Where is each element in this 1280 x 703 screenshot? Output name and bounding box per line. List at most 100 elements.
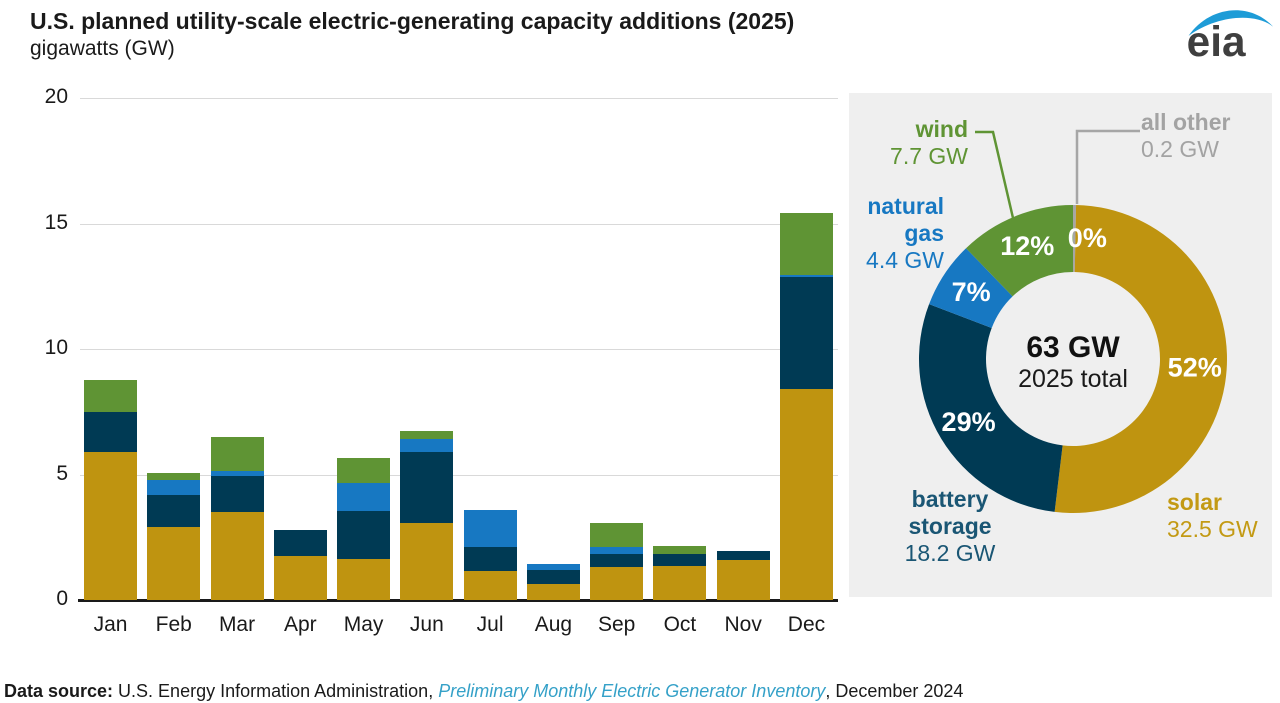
bar-segment-feb-battery-storage — [147, 494, 201, 528]
battery-storage-callout-name: battery storage — [908, 486, 992, 539]
page-title: U.S. planned utility-scale electric-gene… — [30, 8, 795, 34]
donut-pct-label-wind: 12% — [1000, 231, 1054, 261]
bar-segment-dec-battery-storage — [779, 277, 833, 390]
bar-segment-apr-battery-storage — [273, 529, 327, 557]
y-tick-label-20: 20 — [44, 85, 68, 108]
bar-segment-mar-natural-gas — [210, 470, 264, 476]
bar-segment-sep-wind — [590, 523, 644, 548]
x-tick-label-dec: Dec — [787, 613, 826, 636]
bar-segment-jan-wind — [84, 380, 137, 412]
wind-callout-name: wind — [915, 116, 968, 142]
bar-segment-dec-solar — [779, 389, 833, 600]
donut-slice-wind — [966, 205, 1073, 297]
data-source-link[interactable]: Preliminary Monthly Electric Generator I… — [438, 681, 826, 701]
bar-segment-may-battery-storage — [337, 510, 391, 559]
x-tick-label-jun: Jun — [409, 613, 444, 636]
donut-center-total: 63 GW — [1026, 331, 1120, 364]
bar-segment-nov-battery-storage — [716, 551, 770, 560]
wind-callout-value: 7.7 GW — [890, 143, 968, 169]
eia-logo: eia — [1187, 10, 1274, 65]
all-other-callout-value: 0.2 GW — [1141, 136, 1219, 162]
bar-segment-mar-battery-storage — [210, 475, 264, 513]
footer-data-source: Data source: U.S. Energy Information Adm… — [4, 681, 963, 702]
x-axis-line — [78, 599, 838, 602]
bar-segment-jun-natural-gas — [400, 439, 454, 452]
page-subtitle: gigawatts (GW) — [30, 37, 175, 60]
bar-segment-jan-solar — [84, 451, 137, 600]
bar-segment-sep-solar — [590, 567, 644, 600]
y-tick-label-10: 10 — [44, 336, 68, 359]
bar-segment-may-wind — [337, 458, 391, 484]
bar-segment-jun-solar — [400, 523, 454, 600]
x-tick-label-jan: Jan — [93, 613, 128, 636]
bar-segment-sep-natural-gas — [590, 547, 644, 554]
bar-segment-aug-natural-gas — [526, 563, 580, 570]
bar-segment-feb-wind — [147, 473, 201, 480]
data-source-label: Data source: — [4, 681, 114, 701]
bar-segment-jul-battery-storage — [463, 547, 517, 572]
donut-slice-battery-storage — [919, 304, 1063, 512]
bar-segment-may-solar — [337, 558, 391, 600]
bar-segment-oct-battery-storage — [653, 553, 707, 567]
eia-logo-text: eia — [1187, 18, 1246, 65]
x-tick-label-apr: Apr — [283, 613, 317, 636]
natural-gas-callout: natural gas 4.4 GW — [857, 193, 944, 274]
bar-segment-mar-solar — [210, 512, 264, 600]
wind-leader-line — [975, 130, 1015, 219]
y-tick-label-15: 15 — [44, 210, 68, 234]
x-tick-label-feb: Feb — [155, 613, 192, 636]
bar-segment-nov-solar — [716, 559, 770, 600]
solar-callout-name: solar — [1167, 489, 1222, 515]
all-other-callout-name: all other — [1141, 109, 1231, 135]
bar-segment-aug-battery-storage — [526, 569, 580, 584]
data-source-text: U.S. Energy Information Administration, — [113, 681, 439, 701]
monthly-additions-bar-chart: 0 5 10 15 20 Jan Feb Mar Apr May Jun Jul Aug Sep Oct No… — [44, 85, 838, 636]
bar-segment-mar-wind — [210, 436, 264, 471]
donut-pct-label-natural-gas: 7% — [952, 277, 991, 307]
y-tick-label-0: 0 — [56, 587, 68, 610]
y-tick-label-5: 5 — [56, 461, 68, 485]
x-tick-label-jul: Jul — [476, 613, 504, 636]
x-tick-label-oct: Oct — [663, 613, 697, 636]
grid-line-20 — [80, 98, 838, 99]
bar-segment-jan-battery-storage — [84, 411, 137, 452]
all-other-leader-line — [1075, 129, 1140, 204]
bar-segment-dec-natural-gas — [779, 274, 833, 278]
donut-slice-all-other — [1073, 205, 1077, 273]
natural-gas-callout-name: natural gas — [867, 193, 944, 246]
solar-callout-value: 32.5 GW — [1167, 516, 1258, 542]
battery-storage-callout-value: 18.2 GW — [904, 540, 996, 566]
eia-logo-swoosh — [1188, 10, 1274, 36]
bar-segment-jun-wind — [400, 430, 454, 440]
bar-segment-jul-natural-gas — [463, 509, 517, 548]
grid-line-15 — [80, 223, 838, 225]
x-tick-label-nov: Nov — [724, 613, 762, 636]
bar-segment-sep-battery-storage — [590, 553, 644, 568]
x-tick-label-mar: Mar — [218, 613, 256, 636]
x-tick-label-may: May — [343, 613, 384, 636]
bar-segment-feb-solar — [147, 527, 201, 600]
donut-slice-solar — [1054, 205, 1227, 513]
donut-pct-label-all-other: 0% — [1068, 223, 1107, 253]
x-tick-label-aug: Aug — [534, 613, 573, 636]
x-tick-label-sep: Sep — [597, 613, 636, 636]
bar-segment-feb-natural-gas — [147, 479, 201, 495]
grid-line-10 — [80, 349, 838, 350]
solar-callout: solar 32.5 GW — [1167, 489, 1277, 543]
donut-slice-natural-gas — [929, 248, 1013, 329]
fuel-mix-donut-panel: 0% 52% 29% 7% 12% 63 GW 2025 total wind 7.7 … — [849, 93, 1272, 597]
bar-segment-may-natural-gas — [337, 483, 391, 511]
donut-center-subtitle: 2025 total — [1018, 365, 1128, 393]
bar-segment-oct-solar — [653, 566, 707, 600]
donut-pct-label-solar: 52% — [1168, 353, 1222, 383]
bar-segment-jun-battery-storage — [400, 451, 454, 524]
natural-gas-callout-value: 4.4 GW — [866, 247, 944, 273]
bar-segment-oct-wind — [653, 546, 707, 554]
bar-segment-apr-solar — [273, 556, 327, 600]
wind-callout: wind 7.7 GW — [867, 116, 968, 170]
donut-pct-label-battery-storage: 29% — [942, 407, 996, 437]
data-source-suffix: , December 2024 — [825, 681, 964, 701]
all-other-callout: all other 0.2 GW — [1141, 109, 1271, 163]
battery-storage-callout: battery storage 18.2 GW — [895, 486, 1005, 567]
